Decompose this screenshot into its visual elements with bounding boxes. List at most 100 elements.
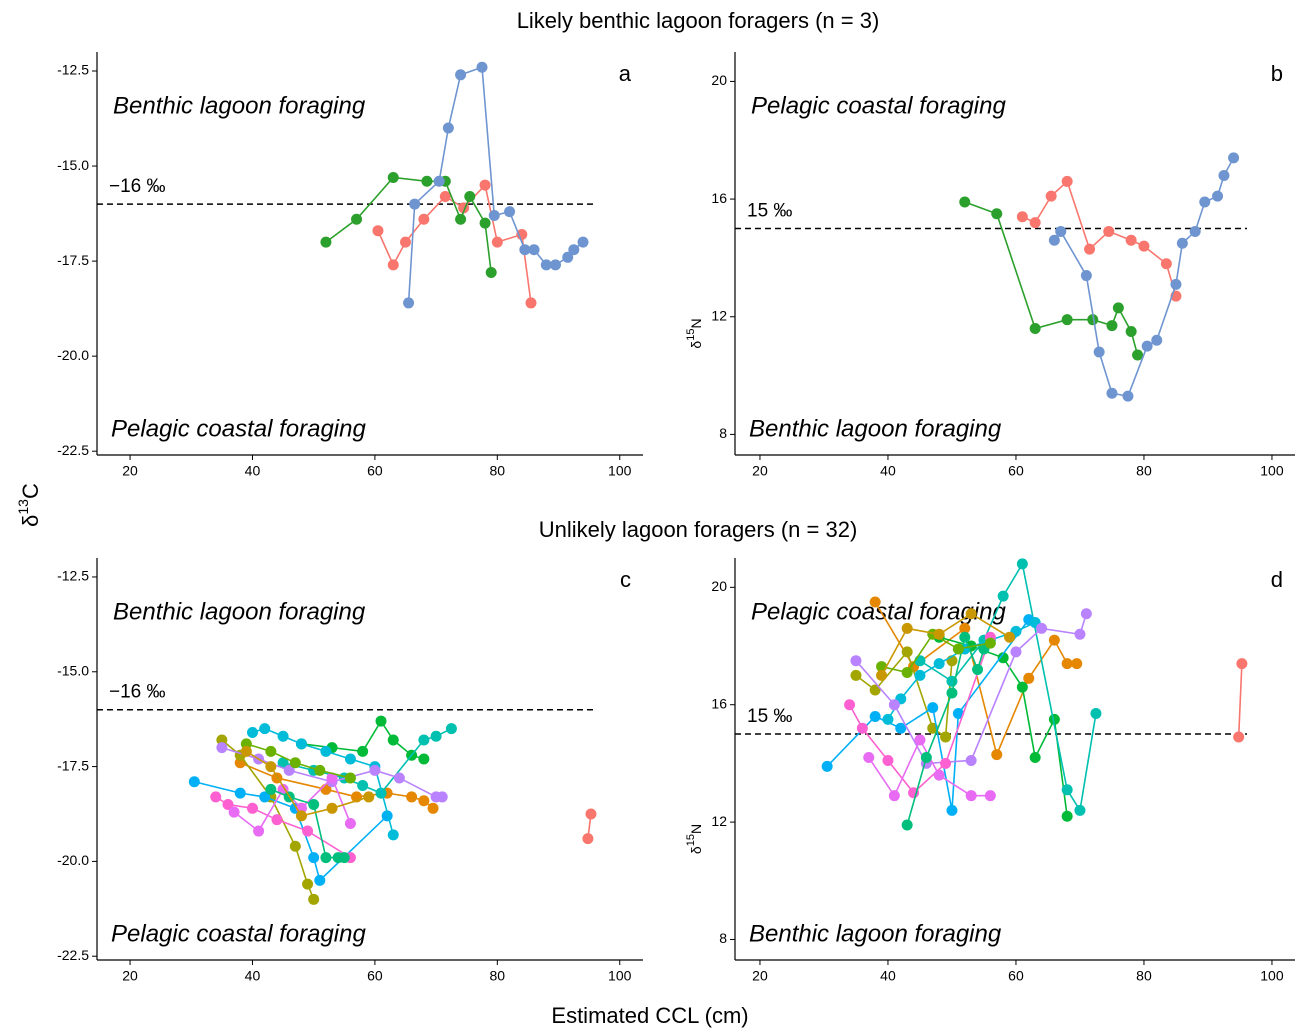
data-point: [946, 687, 958, 699]
data-point: [1004, 631, 1016, 643]
data-point: [1090, 708, 1102, 720]
data-point: [240, 745, 252, 757]
data-point: [1029, 752, 1041, 764]
annotation-bottom: Pelagic coastal foraging: [111, 415, 366, 442]
data-point: [876, 669, 888, 681]
y-label-part: N: [688, 318, 704, 328]
data-point: [965, 754, 977, 766]
series-line: [855, 613, 1088, 765]
data-point: [895, 722, 907, 734]
data-point: [540, 259, 552, 271]
data-point: [528, 244, 540, 256]
x-tick-label: 80: [1136, 463, 1152, 479]
data-point: [972, 664, 984, 676]
data-point: [308, 799, 320, 811]
data-point: [927, 702, 939, 714]
title-top: Likely benthic lagoon foragers (n = 3): [517, 8, 880, 33]
annotation-top: Pelagic coastal foraging: [751, 92, 1006, 119]
data-point: [582, 833, 594, 845]
data-point: [965, 608, 977, 620]
data-point: [869, 684, 881, 696]
data-point: [320, 236, 332, 248]
data-point: [210, 791, 222, 803]
data-point: [1176, 237, 1188, 249]
reference-label: 15 ‰: [747, 706, 792, 727]
data-point: [1122, 390, 1134, 402]
data-point: [1061, 810, 1073, 822]
data-point: [965, 790, 977, 802]
data-point: [1141, 340, 1153, 352]
data-point: [277, 730, 289, 742]
annotation-top: Benthic lagoon foraging: [113, 598, 366, 625]
data-point: [363, 791, 375, 803]
y-tick-label: -12.5: [57, 62, 89, 78]
y-tick-label: -12.5: [57, 568, 89, 584]
data-point: [357, 745, 369, 757]
data-point: [427, 802, 439, 814]
data-point: [562, 251, 574, 263]
data-point: [1061, 175, 1073, 187]
data-point: [320, 745, 332, 757]
y-axis-label: δ15N: [685, 318, 704, 348]
data-point: [289, 840, 301, 852]
data-point: [1125, 325, 1137, 337]
series-line: [964, 201, 1139, 356]
data-point: [549, 259, 561, 271]
data-point: [387, 259, 399, 271]
data-point: [491, 236, 503, 248]
y-tick-label: -20.0: [57, 347, 89, 363]
data-point: [1151, 334, 1163, 346]
data-point: [259, 791, 271, 803]
y-label-part: δ: [688, 846, 704, 854]
reference-label: −16 ‰: [109, 682, 166, 703]
data-point: [375, 787, 387, 799]
y-tick-label: -22.5: [57, 442, 89, 458]
x-tick-label: 100: [1260, 463, 1284, 479]
data-point: [914, 655, 926, 667]
data-point: [1233, 731, 1245, 743]
x-tick-label: 100: [608, 463, 632, 479]
y-label-sup: 15: [685, 834, 697, 846]
data-point: [1029, 323, 1041, 335]
data-point: [821, 760, 833, 772]
data-point: [485, 267, 497, 279]
data-point: [387, 829, 399, 841]
y-tick-label: -15.0: [57, 157, 89, 173]
panel-label: d: [1271, 567, 1283, 592]
x-tick-label: 80: [490, 968, 506, 984]
data-point: [1010, 646, 1022, 658]
data-point: [984, 790, 996, 802]
data-point: [882, 754, 894, 766]
data-point: [228, 806, 240, 818]
data-point: [406, 791, 418, 803]
data-point: [216, 742, 228, 754]
data-point: [1125, 234, 1137, 246]
data-point: [850, 669, 862, 681]
data-point: [901, 622, 913, 634]
reference-label: −16 ‰: [109, 176, 166, 197]
data-point: [997, 590, 1009, 602]
data-point: [1048, 634, 1060, 646]
data-point: [409, 198, 421, 210]
data-point: [901, 819, 913, 831]
data-point: [933, 769, 945, 781]
data-point: [393, 772, 405, 784]
data-point: [488, 209, 500, 221]
data-point: [940, 757, 952, 769]
data-point: [1061, 658, 1073, 670]
data-point: [959, 631, 971, 643]
data-point: [888, 699, 900, 711]
data-point: [1036, 622, 1048, 634]
data-point: [403, 297, 415, 309]
x-tick-label: 60: [367, 968, 383, 984]
data-point: [933, 658, 945, 670]
annotation-top: Benthic lagoon foraging: [113, 92, 366, 119]
y-tick-label: -22.5: [57, 947, 89, 963]
data-point: [504, 206, 516, 218]
data-point: [863, 752, 875, 764]
data-point: [984, 637, 996, 649]
y-tick-label: -15.0: [57, 662, 89, 678]
series-line: [325, 176, 492, 273]
data-point: [357, 780, 369, 792]
reference-label: 15 ‰: [747, 201, 792, 222]
